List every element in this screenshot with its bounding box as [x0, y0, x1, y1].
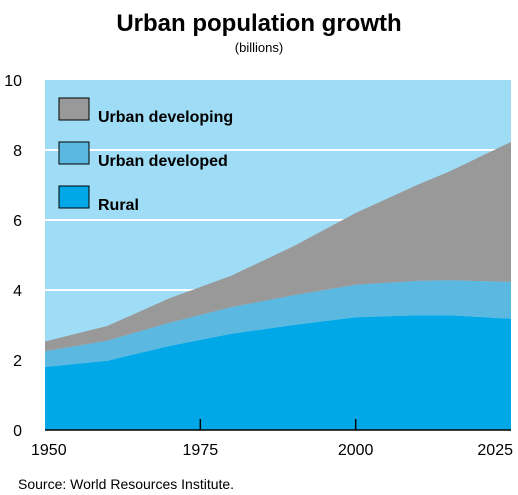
area-urban-developed — [45, 280, 511, 367]
legend: Urban developing Urban developed Rural — [58, 97, 233, 214]
x-tick-label-2025: 2025 — [477, 442, 513, 459]
x-axis-ticks: 1950 1975 2000 2025 — [31, 419, 513, 459]
area-series — [45, 141, 511, 430]
y-tick-label-2: 2 — [13, 353, 22, 370]
x-tick-label-1950: 1950 — [31, 442, 67, 459]
y-tick-label-0: 0 — [13, 423, 22, 440]
legend-label-urban-developed: Urban developed — [98, 153, 228, 170]
legend-swatch-rural — [58, 185, 90, 209]
chart-subtitle: (billions) — [235, 40, 283, 55]
legend-swatch-urban-developing — [58, 97, 90, 121]
chart-title: Urban population growth — [116, 10, 401, 37]
y-tick-label-8: 8 — [13, 143, 22, 160]
y-tick-label-4: 4 — [13, 283, 22, 300]
area-rural — [45, 315, 511, 430]
legend-swatch-urban-developed — [58, 141, 90, 165]
x-tick-label-1975: 1975 — [183, 442, 219, 459]
source-note: Source: World Resources Institute. — [18, 476, 234, 492]
legend-label-rural: Rural — [98, 197, 139, 214]
area-urban-developing — [45, 141, 511, 352]
x-tick-label-2000: 2000 — [338, 442, 374, 459]
y-tick-label-10: 10 — [4, 73, 22, 90]
legend-label-urban-developing: Urban developing — [98, 109, 233, 126]
y-tick-label-6: 6 — [13, 213, 22, 230]
y-axis-ticks: 0 2 4 6 8 10 — [4, 73, 22, 440]
